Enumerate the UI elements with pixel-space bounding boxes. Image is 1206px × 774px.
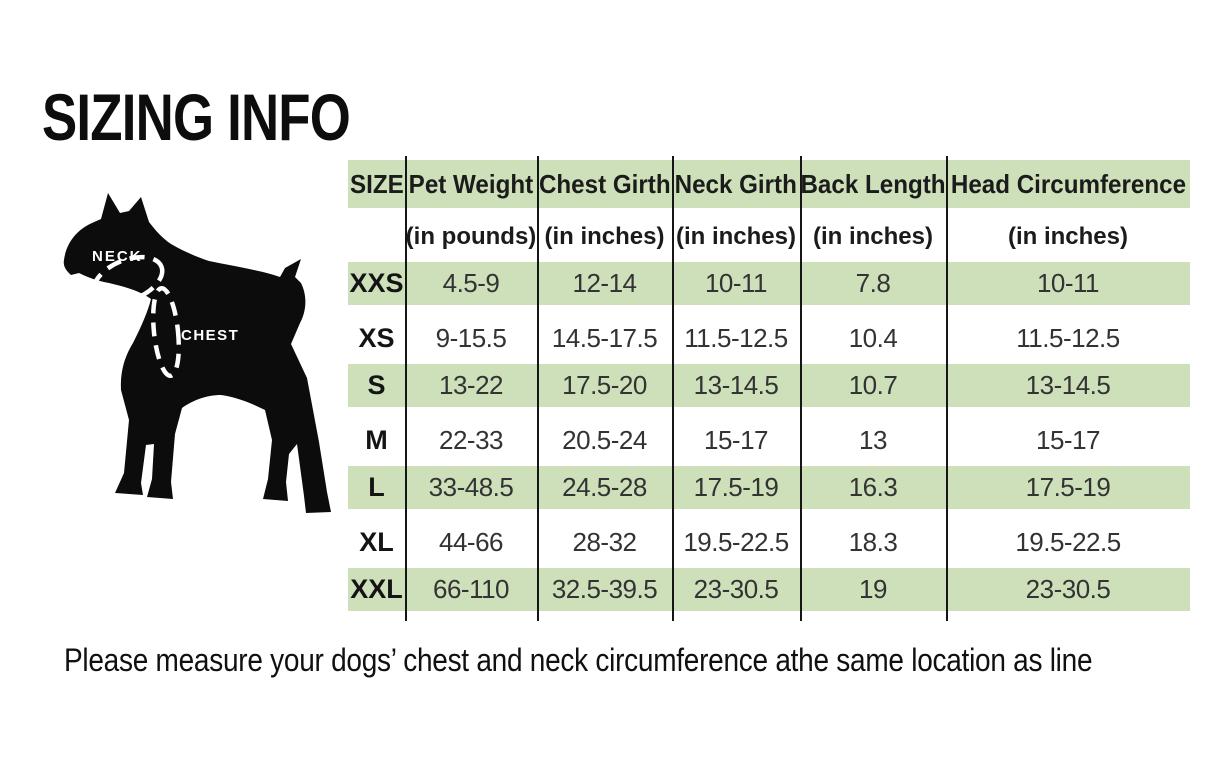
column-header: Chest Girth [537, 160, 672, 212]
value-cell: 23-30.5 [672, 568, 800, 619]
size-cell: XXS [348, 262, 405, 313]
column-divider [672, 156, 674, 621]
column-divider [405, 156, 407, 621]
value-cell: 11.5-12.5 [672, 313, 800, 364]
neck-label: NECK [92, 248, 143, 265]
column-divider [537, 156, 539, 621]
neck-measure-line [91, 254, 165, 306]
column-unit: (in pounds) [405, 212, 537, 262]
value-cell: 13 [800, 415, 946, 466]
dog-body-shape [63, 193, 331, 513]
value-cell: 10-11 [946, 262, 1190, 313]
dog-measurement-diagram: NECK CHEST [50, 182, 342, 526]
value-cell: 9-15.5 [405, 313, 537, 364]
value-cell: 15-17 [672, 415, 800, 466]
chest-label: CHEST [181, 327, 239, 344]
size-cell: S [348, 364, 405, 415]
column-unit: (in inches) [800, 212, 946, 262]
value-cell: 13-14.5 [672, 364, 800, 415]
measurement-note: Please measure your dogs’ chest and neck… [64, 642, 1093, 678]
value-cell: 13-14.5 [946, 364, 1190, 415]
value-cell: 23-30.5 [946, 568, 1190, 619]
value-cell: 17.5-19 [672, 466, 800, 517]
column-header: Back Length [800, 160, 946, 212]
value-cell: 66-110 [405, 568, 537, 619]
column-unit: (in inches) [537, 212, 672, 262]
value-cell: 16.3 [800, 466, 946, 517]
size-cell: XS [348, 313, 405, 364]
column-unit: (in inches) [946, 212, 1190, 262]
value-cell: 7.8 [800, 262, 946, 313]
value-cell: 44-66 [405, 517, 537, 568]
size-cell: XL [348, 517, 405, 568]
column-header: Head Circumference [946, 160, 1190, 212]
sizing-table: SIZE Pet Weight Chest Girth Neck Girth Back … [348, 156, 1190, 621]
column-header: SIZE [348, 160, 405, 212]
value-cell: 10.4 [800, 313, 946, 364]
column-unit [348, 212, 405, 262]
value-cell: 11.5-12.5 [946, 313, 1190, 364]
value-cell: 15-17 [946, 415, 1190, 466]
value-cell: 32.5-39.5 [537, 568, 672, 619]
dog-silhouette-icon: NECK CHEST [63, 193, 331, 513]
value-cell: 18.3 [800, 517, 946, 568]
value-cell: 12-14 [537, 262, 672, 313]
column-header: Pet Weight [405, 160, 537, 212]
column-unit: (in inches) [672, 212, 800, 262]
value-cell: 24.5-28 [537, 466, 672, 517]
value-cell: 10.7 [800, 364, 946, 415]
value-cell: 10-11 [672, 262, 800, 313]
value-cell: 22-33 [405, 415, 537, 466]
column-header: Neck Girth [672, 160, 800, 212]
value-cell: 17.5-19 [946, 466, 1190, 517]
value-cell: 17.5-20 [537, 364, 672, 415]
size-cell: XXL [348, 568, 405, 619]
value-cell: 14.5-17.5 [537, 313, 672, 364]
column-divider [800, 156, 802, 621]
value-cell: 19.5-22.5 [672, 517, 800, 568]
value-cell: 19 [800, 568, 946, 619]
value-cell: 33-48.5 [405, 466, 537, 517]
chest-measure-line [150, 285, 182, 379]
value-cell: 19.5-22.5 [946, 517, 1190, 568]
size-cell: L [348, 466, 405, 517]
value-cell: 28-32 [537, 517, 672, 568]
value-cell: 4.5-9 [405, 262, 537, 313]
size-cell: M [348, 415, 405, 466]
column-divider [946, 156, 948, 621]
page-title: SIZING INFO [42, 80, 351, 154]
value-cell: 13-22 [405, 364, 537, 415]
sizing-table-grid: SIZE Pet Weight Chest Girth Neck Girth Back … [348, 160, 1190, 619]
value-cell: 20.5-24 [537, 415, 672, 466]
